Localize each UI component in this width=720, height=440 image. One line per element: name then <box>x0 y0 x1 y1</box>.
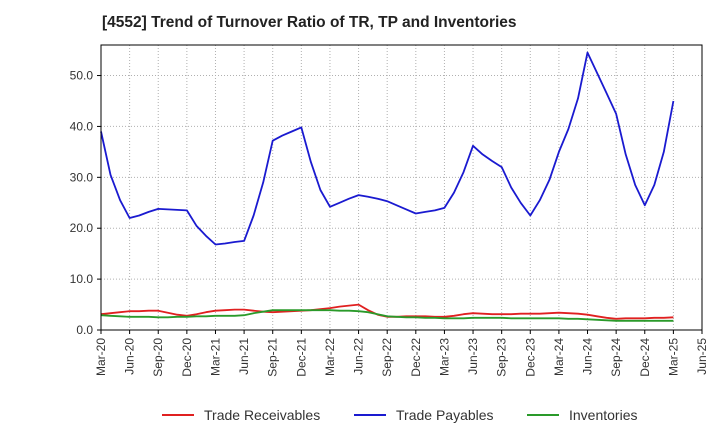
legend-label: Trade Receivables <box>204 407 320 423</box>
x-tick-label: Sep-22 <box>380 338 394 377</box>
x-tick-label: Dec-23 <box>523 338 537 377</box>
x-tick-label: Jun-20 <box>123 338 137 375</box>
legend-label: Inventories <box>569 407 637 423</box>
grid-lines <box>100 45 703 331</box>
x-tick-label: Dec-24 <box>638 338 652 377</box>
chart-title: [4552] Trend of Turnover Ratio of TR, TP… <box>102 14 517 31</box>
x-tick-label: Dec-20 <box>180 338 194 377</box>
x-tick-label: Sep-24 <box>609 338 623 377</box>
x-axis: Mar-20 Jun-20 Sep-20 Dec-20 Mar-21 Jun-21 Sep-… <box>94 330 709 377</box>
y-tick-label: 20.0 <box>70 221 94 235</box>
y-tick-label: 50.0 <box>70 69 94 83</box>
x-tick-label: Dec-21 <box>294 338 308 377</box>
x-tick-label: Mar-20 <box>94 338 108 376</box>
x-tick-label: Mar-21 <box>208 338 222 376</box>
series-line-trade-payables <box>100 51 675 246</box>
y-tick-label: 30.0 <box>70 170 94 184</box>
y-tick-label: 10.0 <box>70 272 94 286</box>
plot-frame <box>100 44 703 331</box>
x-tick-label: Sep-21 <box>266 338 280 377</box>
y-tick-label: 40.0 <box>70 119 94 133</box>
x-tick-label: Jun-23 <box>466 338 480 375</box>
y-tick-label: 0.0 <box>76 323 93 337</box>
x-tick-label: Mar-23 <box>437 338 451 376</box>
x-tick-label: Sep-23 <box>495 338 509 377</box>
legend: Trade Receivables Trade Payables Inventori… <box>162 407 637 423</box>
y-axis: 0.0 10.0 20.0 30.0 40.0 50.0 <box>70 69 101 337</box>
x-tick-label: Jun-25 <box>695 338 709 375</box>
x-tick-label: Dec-22 <box>409 338 423 377</box>
x-tick-label: Mar-22 <box>323 338 337 376</box>
legend-label: Trade Payables <box>396 407 494 423</box>
series-line-inventories <box>100 309 674 322</box>
series-lines <box>100 51 675 322</box>
x-tick-label: Mar-25 <box>666 338 680 376</box>
x-tick-label: Mar-24 <box>552 338 566 376</box>
x-tick-label: Sep-20 <box>151 338 165 377</box>
x-tick-label: Jun-21 <box>237 338 251 375</box>
x-tick-label: Jun-22 <box>352 338 366 375</box>
x-tick-label: Jun-24 <box>581 338 595 375</box>
